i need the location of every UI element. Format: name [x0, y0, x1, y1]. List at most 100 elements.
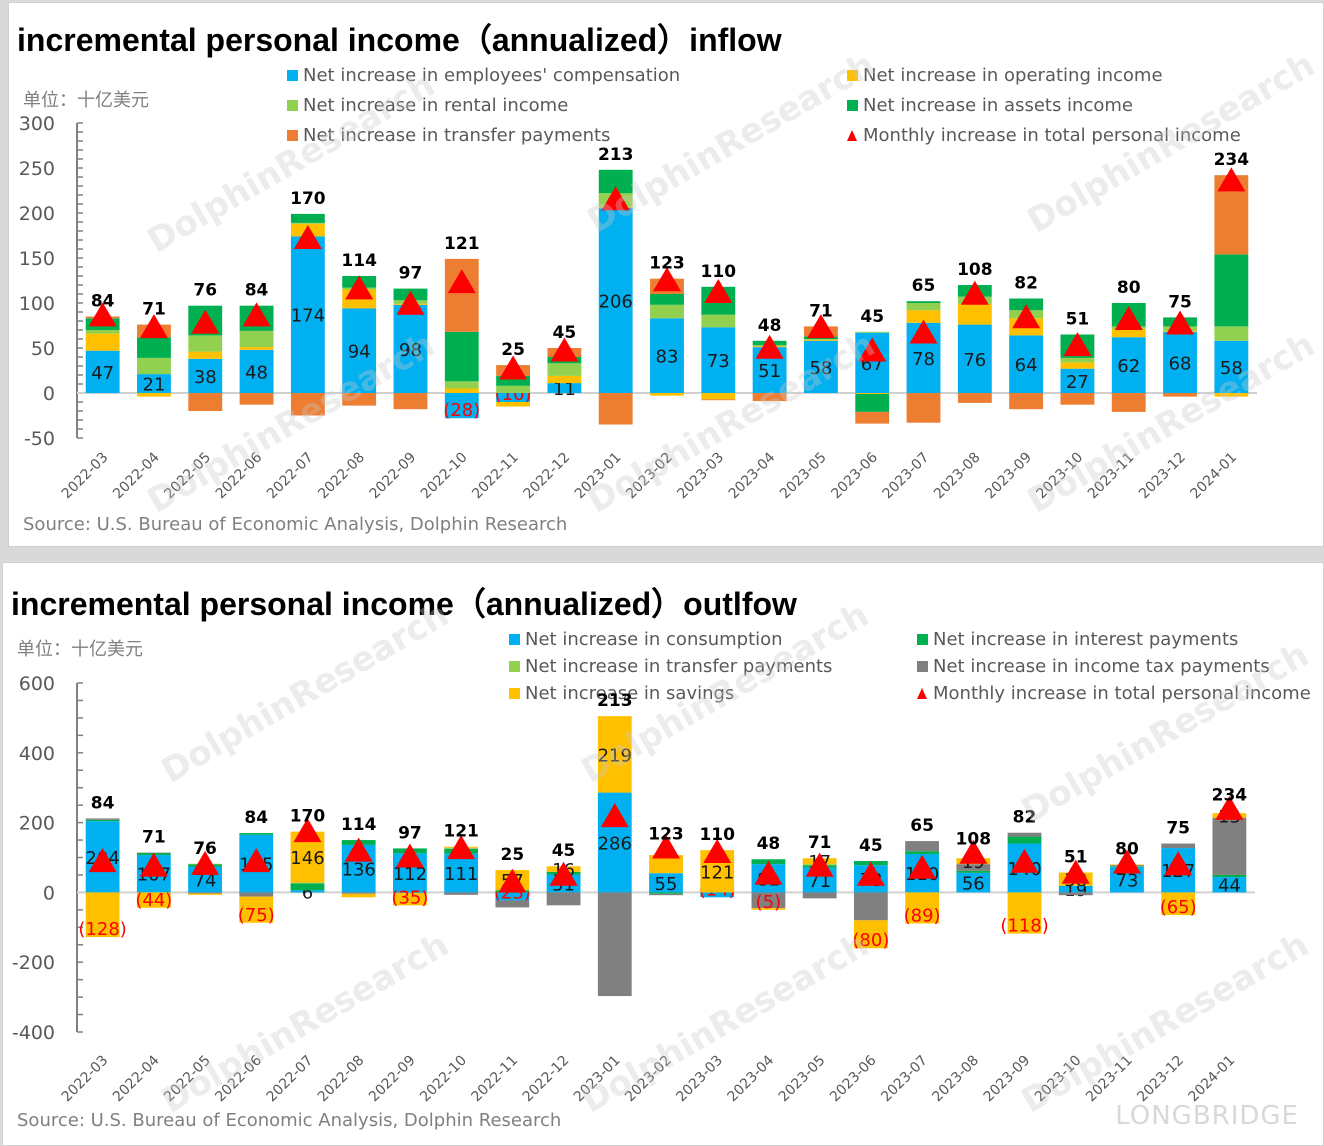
y-tick-label: 50	[31, 338, 55, 360]
bar-segment-blue	[956, 872, 991, 893]
bar-segment-orange	[1163, 393, 1197, 397]
bar-segment-blue	[188, 358, 223, 393]
x-tick-label: 2023-12	[1136, 450, 1189, 503]
bar-segment-yellow	[650, 393, 684, 396]
total-data-label: 82	[1014, 274, 1038, 294]
total-marker	[601, 186, 630, 211]
bar-segment-green	[137, 337, 171, 358]
segment-data-label: (80)	[852, 930, 889, 951]
bar-segment-orange	[239, 393, 274, 405]
total-marker	[345, 275, 374, 300]
total-marker	[754, 860, 783, 885]
bar-segment-yellow	[444, 388, 479, 393]
bar-segment-yellow	[649, 855, 683, 874]
bar-segment-blue	[444, 853, 479, 893]
total-data-label: 45	[552, 841, 576, 861]
total-data-label: 25	[501, 845, 525, 865]
total-data-label: 170	[290, 189, 326, 209]
bar-segment-gray	[546, 892, 581, 906]
y-tick-label: 250	[19, 158, 55, 180]
total-data-label: 71	[808, 833, 832, 853]
bar-segment-green	[598, 169, 633, 194]
bar-segment-yellow	[188, 351, 223, 359]
bar-segment-lightgreen	[803, 339, 838, 340]
bar-segment-green	[290, 883, 325, 891]
x-tick-label: 2023-08	[931, 450, 984, 503]
total-marker	[293, 818, 322, 843]
total-data-label: 80	[1115, 839, 1139, 859]
bar-segment-gray	[85, 818, 120, 820]
total-marker	[653, 267, 681, 292]
segment-data-label: 74	[194, 870, 217, 891]
bar-segment-orange	[393, 393, 428, 410]
x-tick-label: 2022-10	[417, 1053, 470, 1106]
legend-assets-income: Net increase in assets income	[847, 95, 1133, 116]
total-data-label: 170	[290, 807, 326, 827]
outflow-chart-svg: 6004002000-200-400204(128)842022-03107(4…	[12, 673, 1255, 1106]
total-marker	[242, 848, 271, 873]
segment-data-label: (75)	[238, 905, 275, 926]
total-marker	[600, 803, 629, 828]
x-tick-label: 2022-12	[521, 450, 574, 503]
total-marker	[498, 868, 527, 893]
total-marker	[1061, 859, 1090, 884]
segment-data-label: (5)	[756, 892, 782, 913]
x-tick-label: 2023-06	[828, 449, 881, 502]
y-tick-label: -50	[24, 428, 55, 450]
bar-segment-blue	[1111, 337, 1146, 393]
bar-segment-yellow	[188, 893, 222, 895]
legend-out-transfer-payments: Net increase in transfer payments	[509, 656, 832, 677]
y-tick-label: 400	[19, 743, 55, 765]
total-data-label: 114	[341, 251, 377, 271]
total-marker	[858, 337, 887, 362]
total-marker	[805, 852, 834, 877]
total-marker	[1012, 304, 1041, 329]
legend-swatch-lightgreen	[509, 661, 520, 672]
bar-segment-yellow	[957, 303, 992, 325]
bar-segment-yellow	[803, 339, 838, 341]
legend-out-total-income: Monthly increase in total personal incom…	[917, 683, 1311, 704]
bar-segment-gray	[905, 841, 939, 852]
bar-segment-gray	[1161, 843, 1196, 849]
bar-segment-orange	[1111, 393, 1146, 412]
bar-segment-yellow	[496, 402, 531, 407]
x-tick-label: 2022-07	[264, 450, 317, 503]
bar-segment-lightgreen	[1214, 326, 1249, 341]
bar-segment-gray	[853, 892, 888, 921]
total-marker	[1217, 167, 1246, 192]
bar-segment-orange	[752, 393, 787, 402]
total-data-label: 121	[444, 234, 480, 254]
x-tick-label: 2023-02	[623, 450, 676, 503]
segment-data-label: 48	[245, 362, 268, 383]
bar-segment-yellow	[701, 393, 736, 400]
total-marker	[856, 861, 885, 886]
total-marker	[908, 854, 937, 879]
segment-data-label: (28)	[443, 400, 480, 421]
total-data-label: 84	[244, 808, 268, 828]
segment-data-label: 73	[1116, 871, 1139, 892]
bar-segment-lightgreen	[701, 314, 736, 328]
segment-data-label: 136	[342, 860, 376, 881]
total-data-label: 25	[501, 340, 525, 360]
bar-segment-green	[496, 375, 531, 386]
inflow-chart-svg: 300 250 200 150 100 50 0 -50 47 84 2022-03 21 71 2022…	[19, 113, 1257, 503]
segment-data-label: 146	[290, 848, 324, 869]
y-tick-label: 200	[19, 203, 55, 225]
bar-segment-green	[1007, 836, 1042, 844]
longbridge-watermark: LONGBRIDGE	[1115, 1101, 1299, 1131]
bar-segment-yellow	[1111, 329, 1146, 338]
x-tick-label: 2022-12	[520, 1053, 573, 1106]
bar-segment-blue	[496, 393, 531, 402]
bar-segment-green	[1212, 874, 1247, 878]
total-marker	[549, 861, 578, 886]
bar-segment-lightgreen	[444, 381, 479, 389]
total-data-label: 110	[701, 262, 737, 282]
total-marker	[1215, 795, 1244, 820]
segment-data-label: 286	[598, 833, 632, 854]
segment-data-label: 62	[1117, 356, 1140, 377]
bar-segment-orange	[1060, 393, 1095, 405]
x-tick-label: 2023-10	[1032, 1053, 1085, 1106]
bar-segment-blue	[700, 892, 735, 898]
bar-segment-yellow	[853, 920, 888, 949]
x-tick-label: 2022-07	[264, 1053, 317, 1106]
